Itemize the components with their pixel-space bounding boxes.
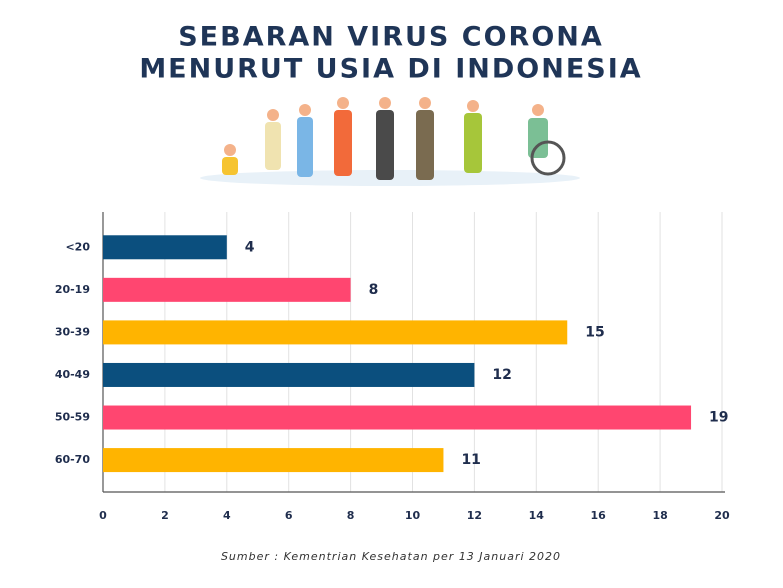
x-tick-label: 8 bbox=[347, 509, 355, 522]
value-label: 11 bbox=[461, 452, 480, 468]
y-tick-label: <20 bbox=[65, 240, 90, 253]
illustration bbox=[200, 97, 580, 186]
value-label: 15 bbox=[585, 324, 604, 340]
x-tick-label: 6 bbox=[285, 509, 293, 522]
x-tick-label: 18 bbox=[652, 509, 667, 522]
x-tick-label: 0 bbox=[99, 509, 107, 522]
value-label: 12 bbox=[492, 367, 511, 383]
y-tick-label: 20-19 bbox=[55, 283, 90, 296]
x-tick-label: 12 bbox=[467, 509, 482, 522]
bar bbox=[103, 362, 475, 387]
bar bbox=[103, 405, 692, 430]
x-tick-label: 4 bbox=[223, 509, 231, 522]
bar bbox=[103, 277, 351, 302]
y-tick-label: 50-59 bbox=[55, 411, 90, 424]
value-label: 19 bbox=[709, 410, 728, 426]
x-tick-label: 14 bbox=[529, 509, 545, 522]
x-tick-label: 20 bbox=[714, 509, 730, 522]
x-tick-label: 10 bbox=[405, 509, 421, 522]
chart-title: SEBARAN VIRUS CORONA bbox=[178, 22, 604, 53]
x-tick-label: 16 bbox=[591, 509, 607, 522]
x-tick-label: 2 bbox=[161, 509, 169, 522]
bar bbox=[103, 448, 444, 473]
y-tick-label: 60-70 bbox=[55, 453, 91, 466]
value-label: 4 bbox=[245, 239, 255, 255]
chart-title: MENURUT USIA DI INDONESIA bbox=[139, 54, 642, 85]
value-label: 8 bbox=[369, 282, 379, 298]
y-tick-label: 30-39 bbox=[55, 325, 90, 338]
bar bbox=[103, 320, 568, 345]
bar bbox=[103, 235, 227, 260]
source-note: Sumber : Kementrian Kesehatan per 13 Jan… bbox=[221, 550, 561, 563]
y-tick-label: 40-49 bbox=[55, 368, 90, 381]
